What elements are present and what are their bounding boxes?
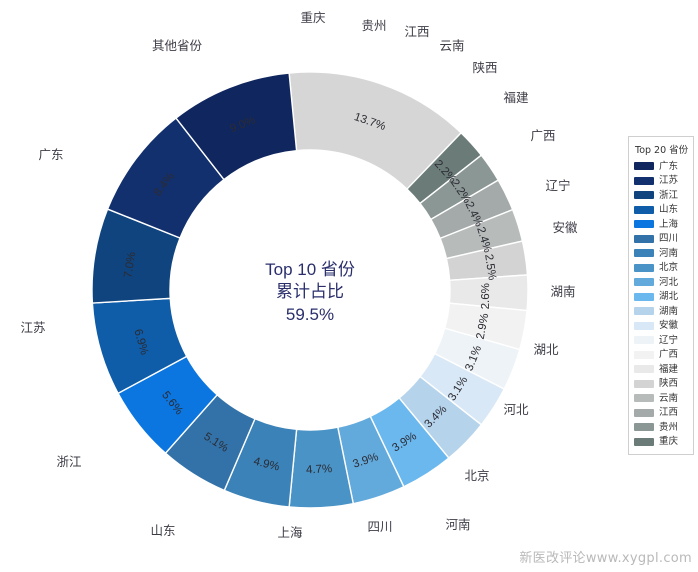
legend-item[interactable]: 河南: [634, 246, 689, 261]
legend-item[interactable]: 安徽: [634, 319, 689, 334]
slice-category-label: 陕西: [472, 60, 497, 75]
legend-item-label: 湖南: [659, 305, 679, 317]
legend-item[interactable]: 北京: [634, 261, 689, 276]
legend-item-label: 浙江: [659, 189, 679, 201]
slice-percent-label: 2.9%: [475, 312, 492, 340]
legend-item-label: 广东: [659, 160, 679, 172]
legend-item[interactable]: 广东: [634, 159, 689, 174]
legend-item-label: 河南: [659, 247, 679, 259]
slice-category-label: 河南: [445, 517, 470, 532]
legend-title: Top 20 省份: [635, 145, 689, 156]
legend-color-swatch: [634, 176, 654, 185]
slice-category-label: 广东: [38, 147, 63, 162]
slice-category-label: 福建: [503, 90, 529, 105]
legend-item[interactable]: 广西: [634, 348, 689, 363]
legend-item[interactable]: 浙江: [634, 188, 689, 203]
slice-category-label: 贵州: [361, 18, 386, 33]
legend-item-label: 安徽: [659, 320, 679, 331]
legend-color-swatch: [634, 220, 654, 229]
slice-percent-label: 2.6%: [480, 283, 492, 309]
legend-item[interactable]: 湖北: [634, 290, 689, 305]
legend-color-swatch: [634, 162, 654, 171]
legend-item-label: 辽宁: [659, 334, 679, 346]
legend-color-swatch: [634, 394, 654, 403]
legend-item-label: 贵州: [659, 421, 679, 433]
slice-category-label: 湖南: [550, 284, 575, 299]
legend-item[interactable]: 四川: [634, 232, 689, 247]
legend-item[interactable]: 陕西: [634, 377, 689, 392]
center-line-2: 累计占比: [276, 282, 344, 301]
legend-color-swatch: [634, 292, 654, 301]
slice-percent-label: 4.7%: [306, 463, 333, 476]
legend-item[interactable]: 河北: [634, 275, 689, 290]
slice-category-label: 浙江: [56, 454, 81, 469]
slice-percent-label: 2.5%: [482, 253, 498, 281]
legend-color-swatch: [634, 350, 654, 359]
slice-category-label: 云南: [439, 38, 464, 53]
legend-item[interactable]: 贵州: [634, 420, 689, 435]
legend-item-label: 福建: [659, 363, 679, 375]
legend-color-swatch: [634, 263, 654, 272]
legend-item-label: 广西: [659, 349, 679, 360]
legend-item[interactable]: 湖南: [634, 304, 689, 319]
legend-color-swatch: [634, 321, 654, 330]
pie-slice[interactable]: [175, 72, 298, 181]
legend-entries: 广东江苏浙江山东上海四川河南北京河北湖北湖南安徽辽宁广西福建陕西云南江西贵州重庆: [634, 159, 689, 449]
center-line-1: Top 10 省份: [265, 260, 355, 279]
slice-category-label: 四川: [367, 519, 392, 534]
slice-category-label: 其他省份: [152, 38, 203, 53]
legend-item[interactable]: 重庆: [634, 435, 689, 450]
legend-box: Top 20 省份 广东江苏浙江山东上海四川河南北京河北湖北湖南安徽辽宁广西福建…: [628, 136, 694, 455]
legend-item[interactable]: 云南: [634, 391, 689, 406]
legend-item-label: 陕西: [659, 378, 679, 389]
legend-color-swatch: [634, 379, 654, 388]
slice-group: [91, 71, 529, 509]
legend-item-label: 云南: [659, 392, 679, 404]
slice-category-label: 北京: [464, 468, 489, 483]
legend-item[interactable]: 辽宁: [634, 333, 689, 348]
slice-percent-label: 7.0%: [122, 251, 138, 279]
legend-color-swatch: [634, 205, 654, 214]
legend-item-label: 江西: [659, 407, 679, 418]
legend-color-swatch: [634, 423, 654, 432]
watermark-text: 新医改评论www.xygpl.com: [519, 551, 692, 566]
legend-item-label: 北京: [659, 262, 679, 273]
slice-category-label: 重庆: [300, 10, 326, 25]
legend-item[interactable]: 上海: [634, 217, 689, 232]
legend-item-label: 上海: [659, 218, 679, 230]
legend-item-label: 河北: [659, 276, 679, 288]
legend-color-swatch: [634, 278, 654, 287]
slice-category-label: 辽宁: [545, 178, 570, 193]
legend-item[interactable]: 江苏: [634, 174, 689, 189]
legend-color-swatch: [634, 336, 654, 345]
legend-item-label: 重庆: [659, 436, 679, 447]
slice-category-label: 江苏: [20, 320, 45, 335]
legend-color-swatch: [634, 307, 654, 316]
legend-item-label: 山东: [659, 204, 679, 215]
legend-color-swatch: [634, 437, 654, 446]
slice-category-label: 上海: [277, 525, 303, 540]
slice-category-label: 安徽: [552, 220, 578, 235]
slice-category-label: 山东: [150, 523, 175, 538]
slice-category-label: 河北: [503, 402, 529, 417]
slice-category-label: 广西: [530, 128, 555, 143]
slice-category-label: 江西: [404, 24, 429, 39]
center-line-3: 59.5%: [286, 305, 334, 324]
legend-color-swatch: [634, 408, 654, 417]
legend-item[interactable]: 山东: [634, 203, 689, 218]
legend-color-swatch: [634, 234, 654, 243]
slice-category-label: 湖北: [533, 342, 559, 357]
legend-color-swatch: [634, 365, 654, 374]
legend-item[interactable]: 福建: [634, 362, 689, 377]
legend-item-label: 四川: [659, 233, 679, 244]
legend-item-label: 江苏: [659, 175, 679, 186]
center-annotation: Top 10 省份 累计占比 59.5%: [265, 260, 355, 324]
legend-color-swatch: [634, 191, 654, 200]
legend-color-swatch: [634, 249, 654, 258]
legend-item[interactable]: 江西: [634, 406, 689, 421]
legend-item-label: 湖北: [659, 291, 679, 302]
